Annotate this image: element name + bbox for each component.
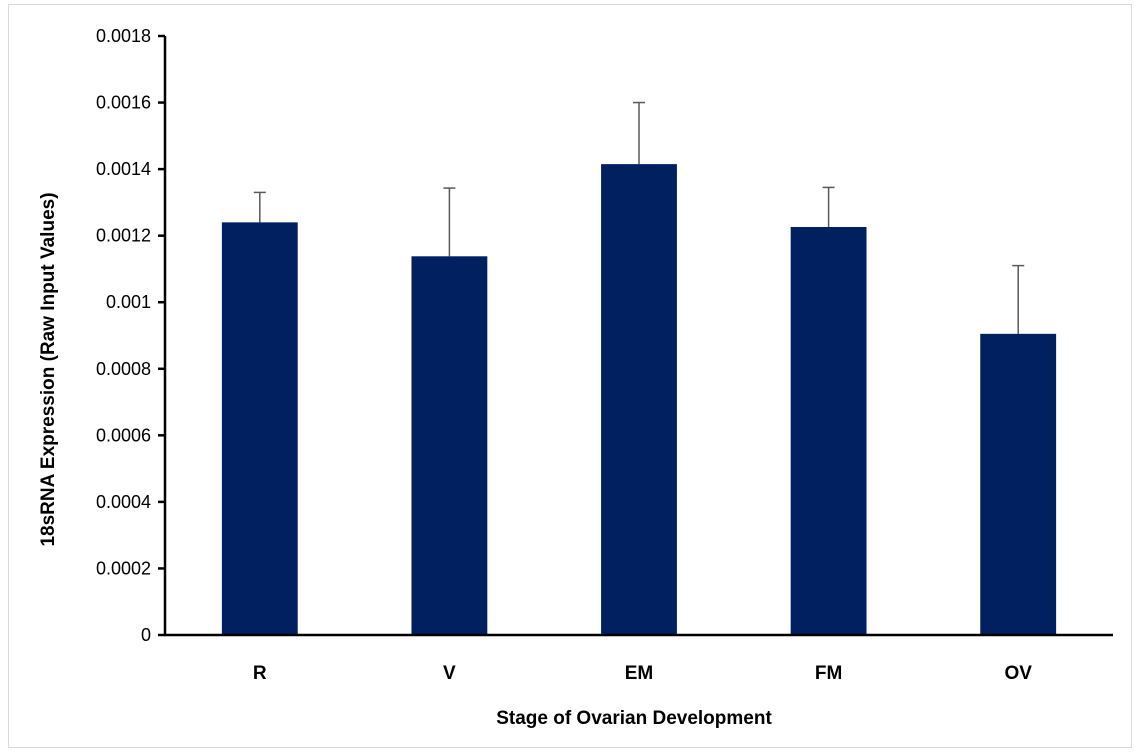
- y-tick-label: 0.0004: [96, 492, 151, 512]
- bar-v: [411, 256, 488, 635]
- x-category-label: OV: [1004, 663, 1032, 684]
- y-axis-title: 18sRNA Expression (Raw Input Values): [38, 192, 59, 546]
- y-tick-label: 0.0016: [96, 93, 151, 113]
- y-tick-label: 0.0006: [96, 425, 151, 445]
- y-tick-label: 0.0018: [96, 26, 151, 46]
- bar-ov: [980, 333, 1057, 635]
- y-tick-label: 0.0002: [96, 558, 151, 578]
- y-tick-label: 0.0012: [96, 226, 151, 246]
- x-category-label: EM: [625, 663, 654, 684]
- y-tick-label: 0: [141, 625, 151, 645]
- bar-chart: 0 0.0002 0.0004 0.0006 0.0008 0.001 0.0012 0.00…: [38, 26, 1113, 729]
- y-tick-label: 0.0014: [96, 159, 151, 179]
- bar-em: [601, 164, 677, 635]
- x-category-label: V: [443, 663, 456, 684]
- x-axis-title: Stage of Ovarian Development: [496, 708, 772, 729]
- bar-fm: [790, 227, 867, 635]
- axes: [158, 34, 1113, 637]
- y-tick-label: 0.0008: [96, 359, 151, 379]
- y-tick-label: 0.001: [106, 292, 151, 312]
- bar-r: [221, 222, 298, 635]
- y-tick-labels: 0 0.0002 0.0004 0.0006 0.0008 0.001 0.0012 0.00…: [96, 26, 151, 645]
- x-category-labels: R V EM FM OV: [253, 663, 1032, 684]
- error-bars: [253, 101, 1025, 334]
- x-category-label: FM: [815, 663, 842, 684]
- chart-frame: 0 0.0002 0.0004 0.0006 0.0008 0.001 0.0012 0.00…: [8, 4, 1132, 748]
- x-category-label: R: [253, 663, 267, 684]
- bars: [221, 164, 1057, 635]
